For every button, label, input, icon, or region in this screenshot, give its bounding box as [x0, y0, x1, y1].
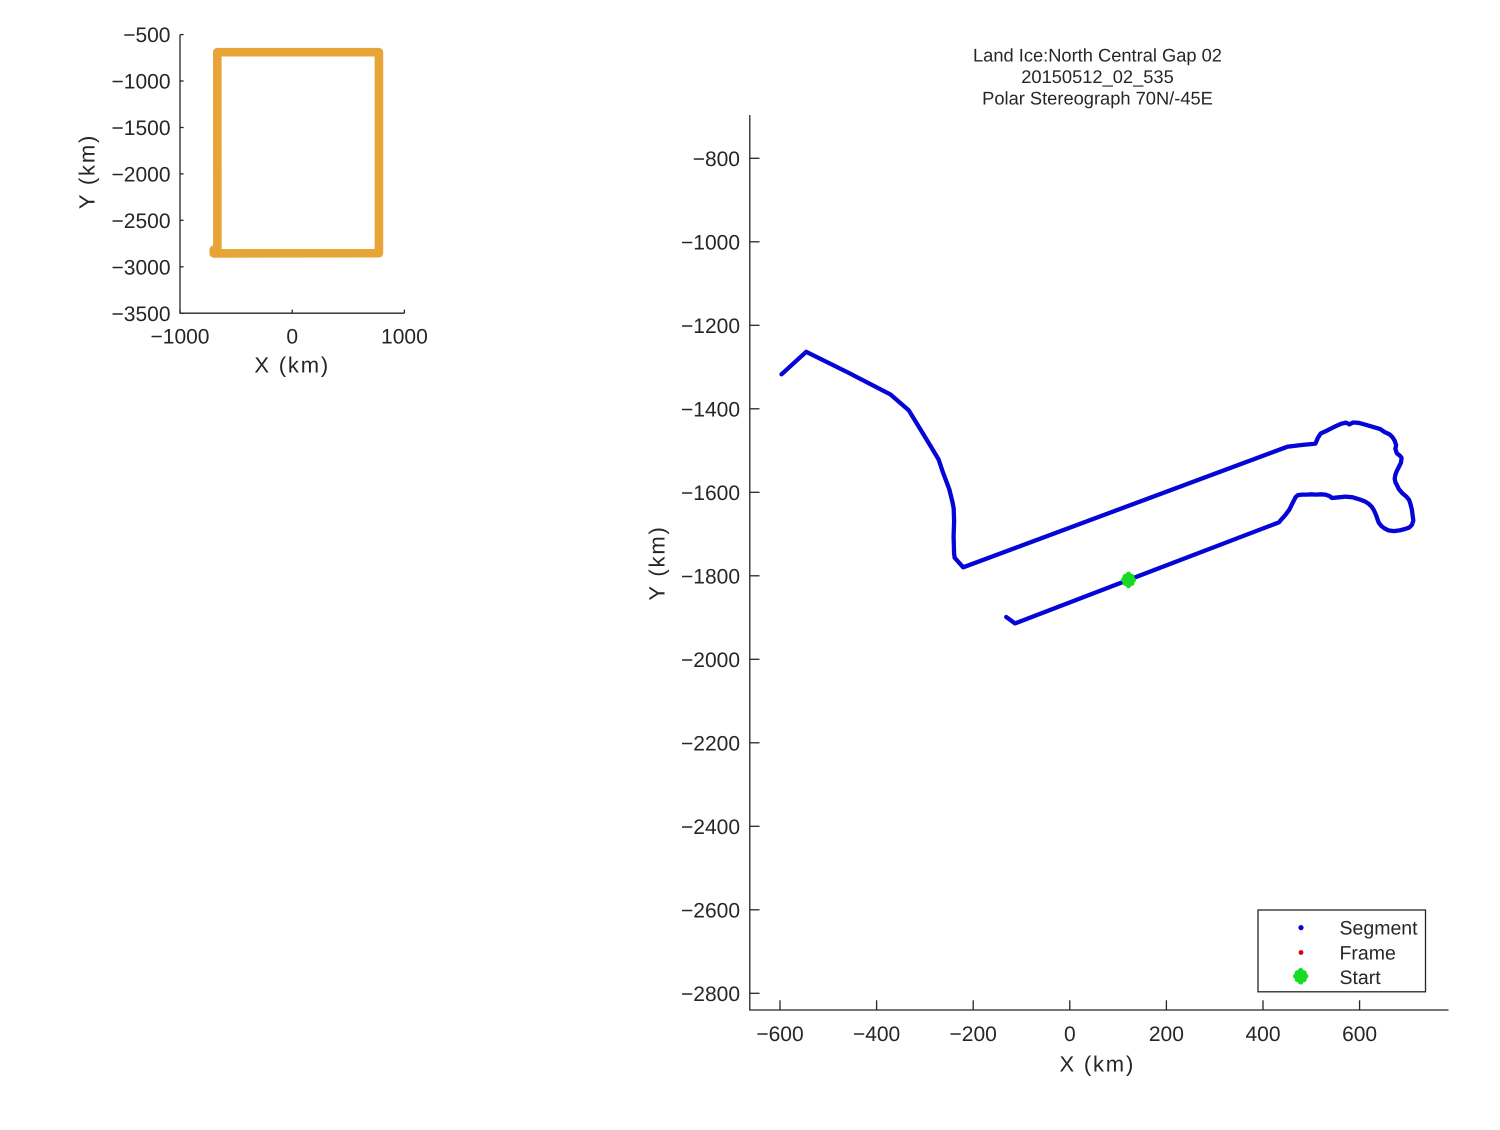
svg-text:−1000: −1000	[151, 326, 210, 349]
svg-text:−1600: −1600	[681, 482, 740, 505]
svg-text:−2800: −2800	[681, 983, 740, 1006]
svg-text:−2000: −2000	[112, 163, 171, 186]
svg-text:200: 200	[1149, 1023, 1184, 1046]
svg-text:−2600: −2600	[681, 899, 740, 922]
svg-text:−2000: −2000	[681, 649, 740, 672]
svg-text:Land Ice:North Central Gap 02: Land Ice:North Central Gap 02	[973, 45, 1222, 66]
svg-text:−2500: −2500	[112, 210, 171, 233]
svg-text:−200: −200	[950, 1023, 997, 1046]
svg-text:Y (km): Y (km)	[644, 525, 669, 600]
svg-text:Segment: Segment	[1340, 918, 1419, 940]
svg-text:−400: −400	[853, 1023, 900, 1046]
svg-text:X (km): X (km)	[1060, 1051, 1136, 1076]
svg-text:1000: 1000	[381, 326, 428, 349]
svg-text:Frame: Frame	[1340, 943, 1396, 965]
svg-text:−2200: −2200	[681, 732, 740, 755]
svg-text:−1200: −1200	[681, 315, 740, 338]
svg-text:−1000: −1000	[681, 231, 740, 254]
svg-text:−3500: −3500	[112, 303, 171, 326]
svg-text:−800: −800	[693, 148, 740, 171]
svg-text:−500: −500	[123, 24, 170, 47]
svg-text:Polar Stereograph 70N/-45E: Polar Stereograph 70N/-45E	[982, 87, 1213, 108]
svg-text:−2400: −2400	[681, 816, 740, 839]
svg-text:−1800: −1800	[681, 565, 740, 588]
svg-text:−1000: −1000	[112, 71, 171, 94]
svg-text:−1500: −1500	[112, 117, 171, 140]
svg-text:−3000: −3000	[112, 256, 171, 279]
svg-text:Start: Start	[1340, 967, 1382, 989]
svg-text:−600: −600	[756, 1023, 803, 1046]
svg-text:20150512_02_535: 20150512_02_535	[1021, 66, 1174, 87]
svg-text:Y (km): Y (km)	[74, 134, 99, 209]
svg-text:0: 0	[286, 326, 298, 349]
svg-text:0: 0	[1064, 1023, 1076, 1046]
svg-text:X (km): X (km)	[254, 352, 330, 377]
svg-text:600: 600	[1342, 1023, 1377, 1046]
svg-text:400: 400	[1245, 1023, 1280, 1046]
svg-text:−1400: −1400	[681, 398, 740, 421]
